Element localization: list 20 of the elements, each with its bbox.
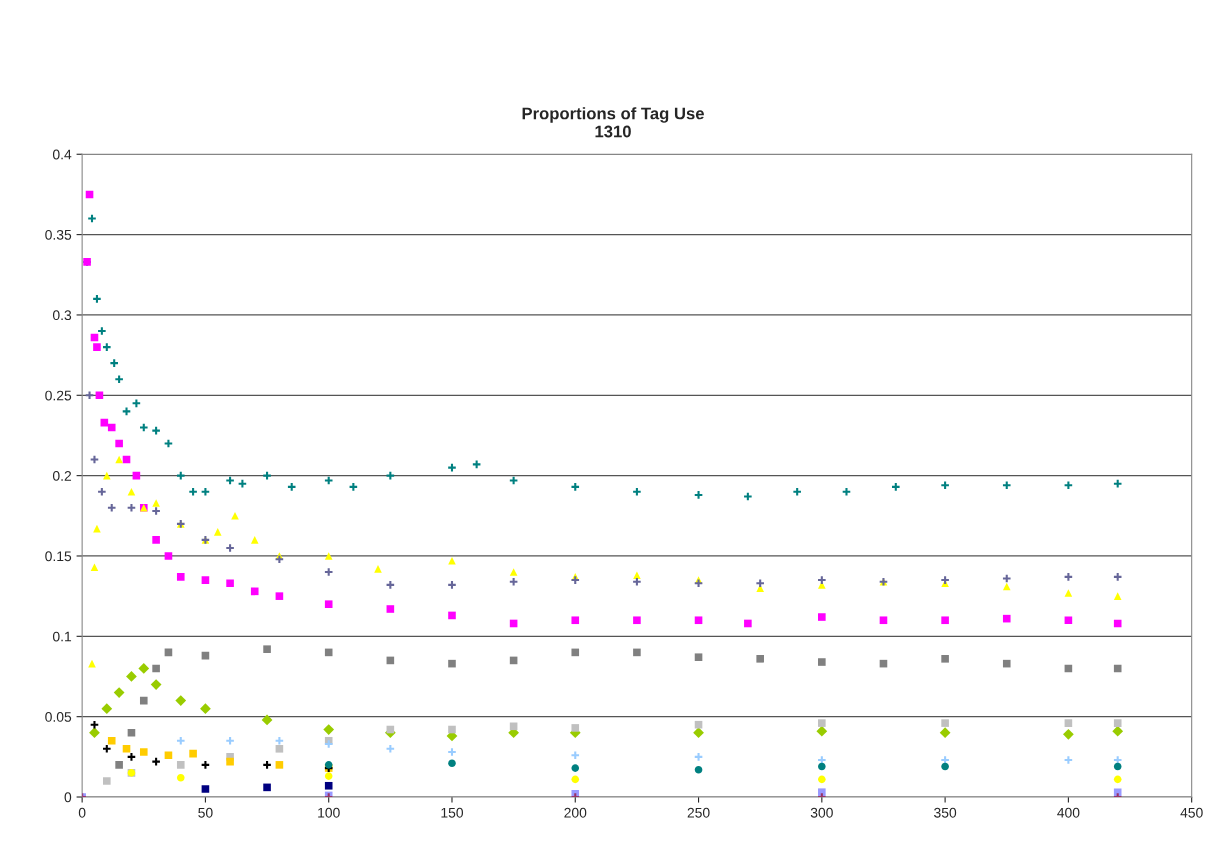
x-tick-label: 50 [198,807,213,818]
y-tick-label: 0.15 [45,551,72,562]
x-tick-label: 100 [318,807,340,818]
x-tick-label: 150 [441,807,464,818]
x-tick-label: 0 [78,807,86,818]
chart-title: Proportions of Tag Use 1310 [522,107,704,138]
x-tick-label: 250 [687,807,710,818]
y-tick-label: 0.4 [52,149,72,160]
y-tick-label: 0.2 [52,470,72,481]
y-tick-label: 0.35 [45,229,72,240]
y-tick-label: 0.1 [52,631,72,642]
x-tick-label: 350 [934,807,957,818]
x-tick-label: 200 [564,807,587,818]
y-tick-label: 0.25 [45,390,72,401]
y-tick-label: 0.3 [52,310,72,321]
y-tick-label: 0 [64,792,72,803]
x-tick-label: 450 [1180,807,1203,818]
y-tick-label: 0.05 [45,712,72,722]
x-tick-label: 300 [810,807,833,818]
x-tick-label: 400 [1057,807,1080,818]
